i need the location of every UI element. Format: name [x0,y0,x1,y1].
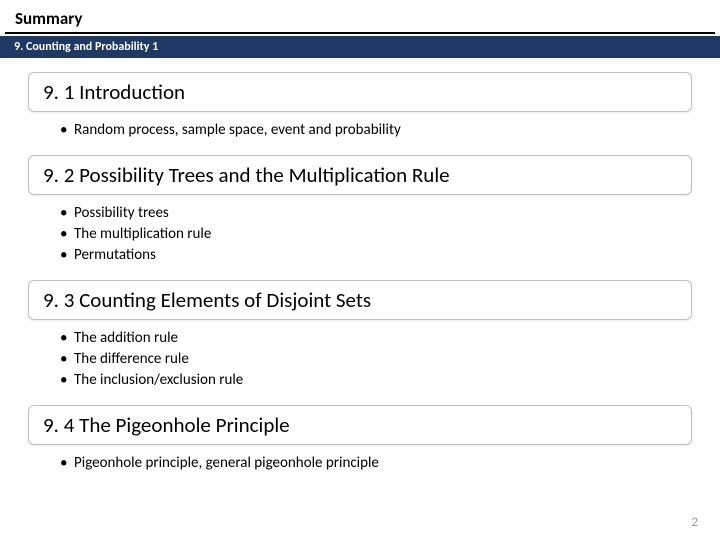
bullet-item: The difference rule [60,349,692,370]
section-heading: 9. 2 Possibility Trees and the Multiplic… [28,155,692,195]
bullet-list: Pigeonhole principle, general pigeonhole… [28,445,692,484]
section-heading: 9. 4 The Pigeonhole Principle [28,405,692,445]
page-title: Summary [5,0,715,34]
bullet-item: Pigeonhole principle, general pigeonhole… [60,453,692,474]
section-block: 9. 1 Introduction Random process, sample… [28,72,692,151]
bullet-item: The addition rule [60,328,692,349]
section-block: 9. 3 Counting Elements of Disjoint Sets … [28,280,692,401]
section-block: 9. 2 Possibility Trees and the Multiplic… [28,155,692,276]
bullet-item: Permutations [60,245,692,266]
chapter-bar: 9. Counting and Probability 1 [0,36,720,58]
section-heading: 9. 3 Counting Elements of Disjoint Sets [28,280,692,320]
page-number: 2 [691,515,698,530]
bullet-item: The multiplication rule [60,224,692,245]
bullet-item: The inclusion/exclusion rule [60,370,692,391]
section-block: 9. 4 The Pigeonhole Principle Pigeonhole… [28,405,692,484]
bullet-item: Random process, sample space, event and … [60,120,692,141]
bullet-list: Possibility trees The multiplication rul… [28,195,692,276]
bullet-item: Possibility trees [60,203,692,224]
bullet-list: The addition rule The difference rule Th… [28,320,692,401]
section-heading: 9. 1 Introduction [28,72,692,112]
content-area: 9. 1 Introduction Random process, sample… [0,58,720,484]
bullet-list: Random process, sample space, event and … [28,112,692,151]
